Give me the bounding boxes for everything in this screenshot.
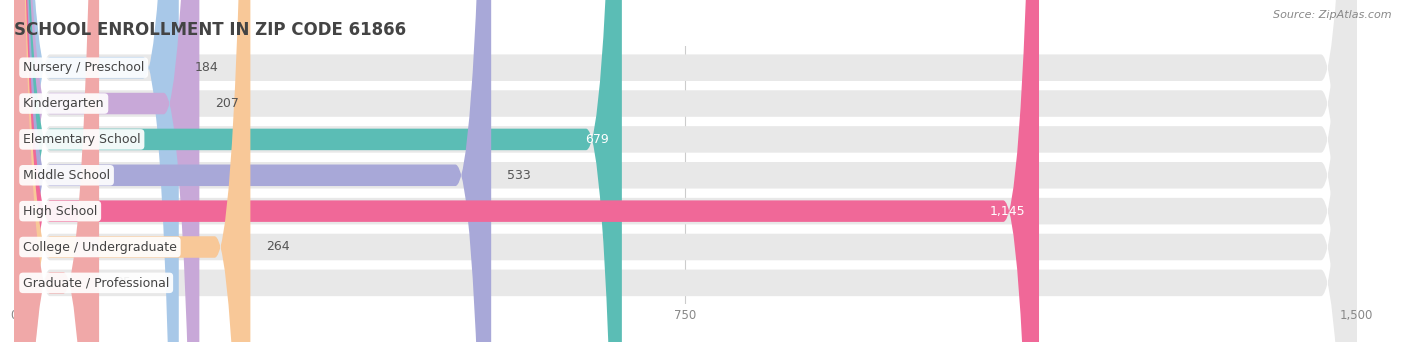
FancyBboxPatch shape	[14, 0, 1357, 342]
FancyBboxPatch shape	[14, 0, 1357, 342]
FancyBboxPatch shape	[14, 0, 250, 342]
FancyBboxPatch shape	[14, 0, 621, 342]
Text: 184: 184	[195, 61, 218, 74]
Text: Source: ZipAtlas.com: Source: ZipAtlas.com	[1274, 10, 1392, 20]
Text: 533: 533	[508, 169, 531, 182]
Text: Graduate / Professional: Graduate / Professional	[22, 276, 169, 289]
Text: SCHOOL ENROLLMENT IN ZIP CODE 61866: SCHOOL ENROLLMENT IN ZIP CODE 61866	[14, 21, 406, 39]
FancyBboxPatch shape	[14, 0, 1357, 342]
Text: High School: High School	[22, 205, 97, 218]
FancyBboxPatch shape	[14, 0, 200, 342]
Text: College / Undergraduate: College / Undergraduate	[22, 240, 177, 253]
FancyBboxPatch shape	[14, 0, 1357, 342]
FancyBboxPatch shape	[14, 0, 1039, 342]
Text: 679: 679	[585, 133, 609, 146]
FancyBboxPatch shape	[14, 0, 179, 342]
FancyBboxPatch shape	[14, 0, 491, 342]
FancyBboxPatch shape	[14, 0, 1357, 342]
Text: Middle School: Middle School	[22, 169, 110, 182]
Text: 1,145: 1,145	[990, 205, 1025, 218]
Text: Kindergarten: Kindergarten	[22, 97, 104, 110]
FancyBboxPatch shape	[14, 0, 1357, 342]
FancyBboxPatch shape	[14, 0, 98, 342]
Text: Elementary School: Elementary School	[22, 133, 141, 146]
Text: 95: 95	[115, 276, 131, 289]
Text: 264: 264	[267, 240, 290, 253]
Text: 207: 207	[215, 97, 239, 110]
FancyBboxPatch shape	[14, 0, 1357, 342]
Text: Nursery / Preschool: Nursery / Preschool	[22, 61, 145, 74]
